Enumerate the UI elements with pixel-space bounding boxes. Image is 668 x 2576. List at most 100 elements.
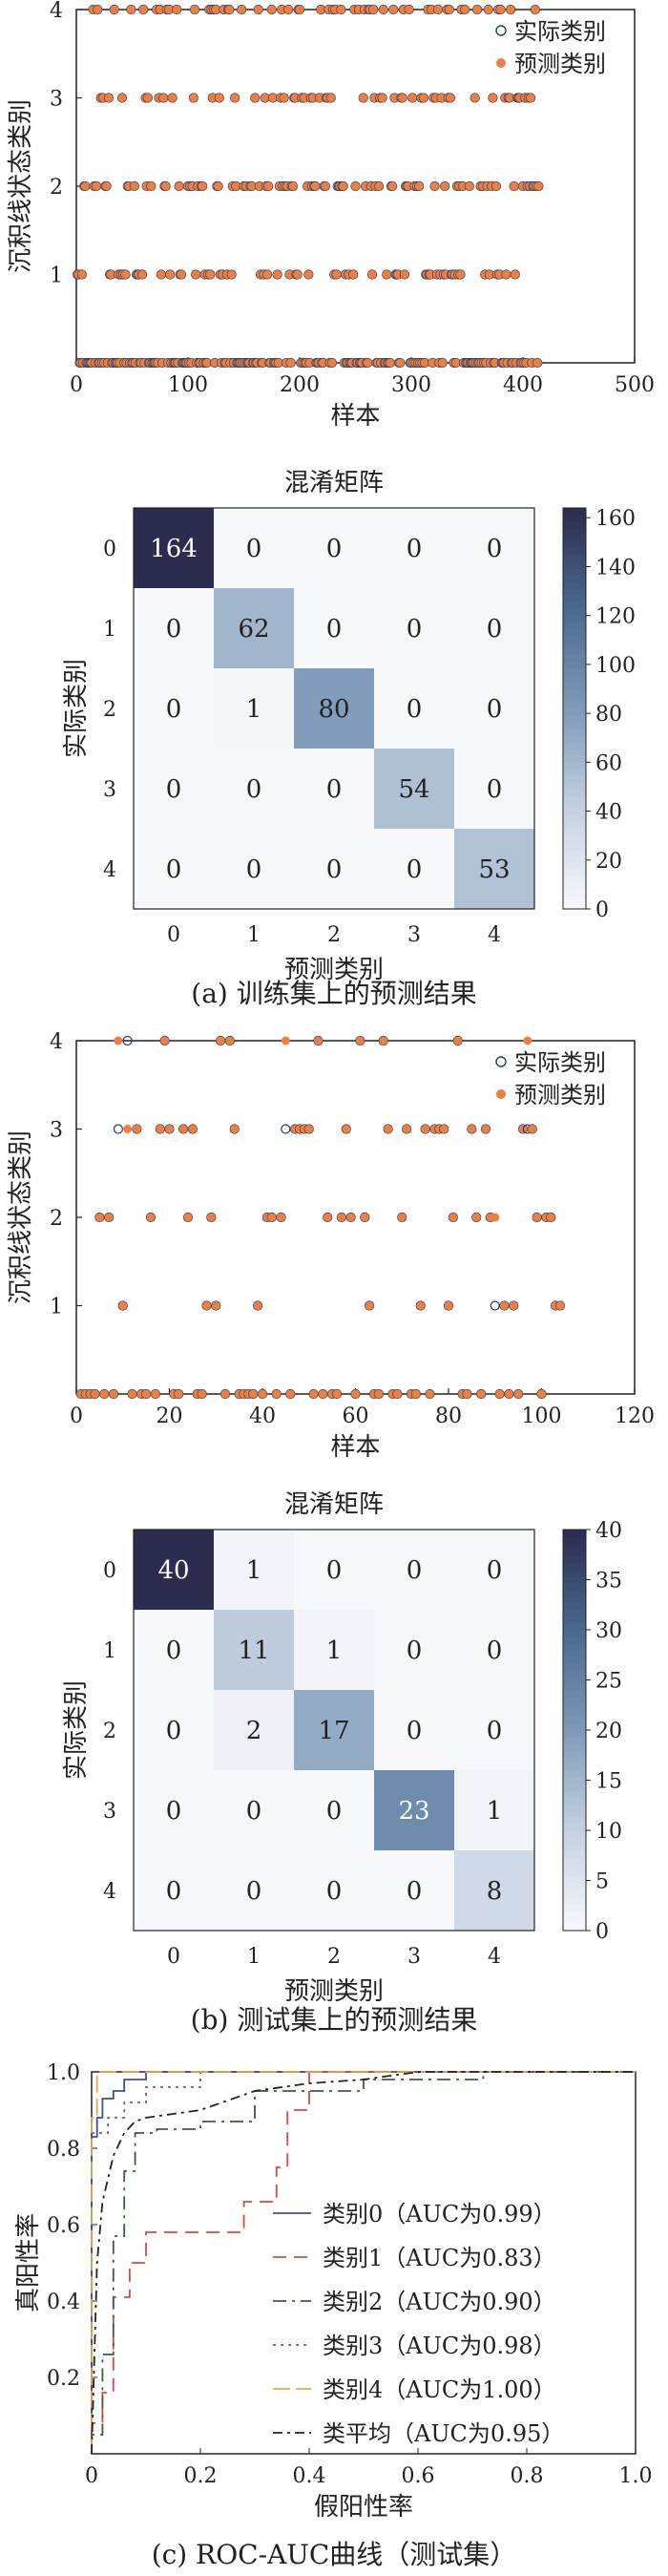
matrix-y-tick: 4 (103, 858, 116, 882)
predicted-point (290, 94, 300, 102)
actual-point (281, 1124, 291, 1134)
colorbar-segment (563, 1790, 586, 1798)
x-tick-label: 300 (391, 373, 431, 397)
colorbar-tick-label: 5 (595, 1870, 609, 1894)
colorbar-segment (563, 829, 586, 836)
matrix-cell (454, 1610, 534, 1690)
colorbar-segment (563, 1603, 586, 1611)
predicted-point (309, 1389, 319, 1399)
matrix-cell-value: 0 (407, 695, 423, 724)
matrix-x-tick: 3 (407, 1945, 421, 1969)
colorbar-segment (563, 1904, 586, 1911)
matrix-y-label: 实际类别 (62, 659, 91, 758)
predicted-point (537, 1389, 546, 1399)
matrix-y-tick: 3 (103, 778, 116, 802)
colorbar-segment (563, 702, 586, 709)
colorbar-tick-label: 160 (595, 507, 636, 531)
predicted-point (230, 94, 240, 102)
colorbar-tick-label: 80 (595, 703, 622, 727)
colorbar-segment (563, 1563, 586, 1571)
colorbar-segment (563, 1697, 586, 1704)
predicted-point (277, 5, 286, 14)
colorbar-segment (563, 1650, 586, 1658)
colorbar-segment (563, 1817, 586, 1825)
predicted-point (332, 1389, 342, 1399)
predicted-point (386, 358, 395, 368)
predicted-point (346, 1213, 356, 1222)
colorbar-segment (563, 1737, 586, 1744)
colorbar-segment (563, 809, 586, 816)
matrix-y-tick: 3 (103, 1800, 116, 1824)
predicted-point (211, 1301, 220, 1310)
matrix-cell-value: 0 (246, 775, 262, 804)
colorbar-segment (563, 668, 586, 676)
predicted-point (420, 358, 429, 368)
colorbar-segment (563, 1543, 586, 1551)
colorbar-segment (563, 1890, 586, 1898)
matrix-cell-value: 0 (326, 775, 343, 804)
matrix-cell (454, 1530, 534, 1610)
matrix-x-tick: 4 (488, 923, 501, 947)
predicted-point (463, 1389, 471, 1399)
predicted-point (485, 270, 494, 279)
colorbar-segment (563, 1750, 586, 1758)
matrix-cell (214, 1770, 294, 1850)
colorbar-segment (563, 1763, 586, 1771)
colorbar-segment (563, 775, 586, 783)
colorbar-segment (563, 815, 586, 823)
predicted-point (156, 1125, 165, 1133)
predicted-point (281, 1036, 290, 1045)
matrix-cell-value: 0 (407, 1877, 423, 1906)
predicted-point (511, 270, 520, 279)
matrix-cell-value: 2 (246, 1717, 262, 1745)
colorbar-segment (563, 728, 586, 736)
predicted-point (262, 270, 272, 279)
predicted-point (250, 94, 260, 102)
matrix-frame (133, 1529, 535, 1932)
matrix-cell-value: 11 (238, 1636, 269, 1665)
matrix-cell-value: 0 (407, 1636, 423, 1665)
colorbar-segment (563, 1743, 586, 1751)
roc-y-label: 真阳性率 (14, 2213, 43, 2312)
matrix-cell (294, 508, 374, 588)
predicted-point (308, 94, 318, 102)
actual-point (113, 1124, 123, 1134)
matrix-cell (214, 829, 294, 909)
matrix-cell-value: 0 (246, 1877, 262, 1906)
predicted-point (157, 270, 166, 279)
predicted-point (407, 94, 417, 102)
colorbar-segment (563, 715, 586, 723)
predicted-point (453, 1036, 463, 1045)
predicted-point (411, 1389, 421, 1399)
predicted-point (280, 94, 289, 102)
colorbar-segment (563, 1730, 586, 1738)
roc-curve-0 (91, 2071, 636, 2454)
predicted-point (138, 5, 148, 14)
predicted-point (470, 94, 480, 102)
colorbar-segment (563, 1924, 586, 1932)
matrix-cell (214, 1530, 294, 1610)
colorbar-segment (563, 855, 586, 863)
legend-label: 实际类别 (514, 1049, 606, 1076)
matrix-cell-value: 164 (150, 535, 198, 563)
predicted-point (374, 1389, 384, 1399)
colorbar-segment (563, 528, 586, 536)
predicted-point (491, 358, 500, 368)
matrix-cell-value: 0 (407, 855, 423, 884)
colorbar-segment (563, 1784, 586, 1791)
colorbar-segment (563, 1616, 586, 1624)
predicted-point (360, 1213, 369, 1222)
matrix-cell-value: 0 (326, 615, 343, 644)
predicted-point (300, 94, 309, 102)
roc-y-tick-label: 0.4 (47, 2291, 80, 2314)
colorbar-tick-label: 25 (595, 1670, 622, 1694)
y-tick-label: 2 (50, 1207, 63, 1231)
matrix-cell (214, 749, 294, 829)
predicted-point (332, 270, 342, 279)
predicted-point (304, 1125, 314, 1133)
predicted-point (126, 5, 136, 14)
predicted-point (505, 94, 514, 102)
colorbar-segment (563, 568, 586, 576)
predicted-point (398, 94, 407, 102)
predicted-point (513, 1389, 523, 1399)
